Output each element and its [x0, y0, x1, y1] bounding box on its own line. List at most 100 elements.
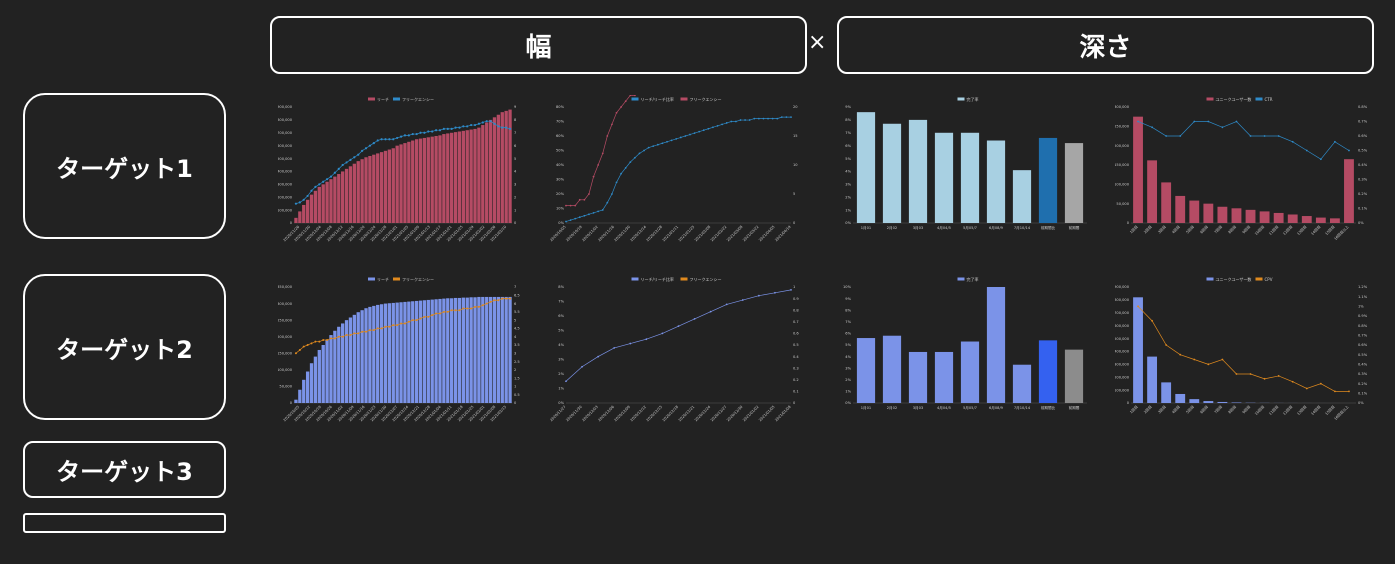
legend-swatch — [368, 97, 375, 101]
x-tick-label: 15回目 — [1324, 224, 1336, 236]
line-point — [615, 181, 618, 184]
bar — [986, 140, 1006, 223]
y2-tick-label: 0.3% — [1358, 178, 1368, 182]
y2-tick-label: 0 — [514, 221, 517, 225]
line-point — [757, 117, 760, 120]
line-point — [1334, 390, 1336, 393]
line-point — [329, 175, 333, 178]
y-tick-label: 9% — [845, 105, 851, 109]
line-point — [702, 129, 705, 132]
bar — [469, 129, 473, 223]
y-tick-label: 0 — [290, 401, 293, 405]
bar — [1175, 195, 1186, 223]
y-tick-label: 300,000 — [1115, 105, 1130, 109]
line-point — [298, 201, 301, 204]
bar — [426, 299, 430, 403]
line-point — [376, 327, 379, 330]
y2-tick-label: 3 — [514, 183, 516, 187]
line-point — [485, 302, 488, 305]
line-point — [1221, 358, 1224, 361]
bar — [485, 296, 489, 403]
y2-tick-label: 0.8% — [1358, 324, 1368, 328]
y-tick-label: 400,000 — [1115, 350, 1130, 354]
line-point — [1165, 344, 1168, 346]
bar — [908, 351, 928, 403]
line-point — [357, 153, 360, 156]
line-point — [709, 310, 712, 313]
line-point — [569, 204, 572, 207]
line-point — [762, 117, 765, 120]
y2-tick-label: 1% — [1358, 305, 1364, 309]
legend-swatch — [631, 277, 639, 281]
y-tick-label: 800,000 — [278, 118, 293, 122]
y2-tick-label: 1 — [793, 285, 795, 289]
y-tick-label: 150,000 — [278, 351, 293, 355]
line-point — [790, 289, 792, 291]
x-tick-label: 5回目 — [1185, 224, 1195, 234]
y-tick-label: 6% — [558, 314, 564, 318]
bar — [496, 114, 501, 223]
bar — [348, 166, 353, 223]
line-point — [392, 138, 395, 141]
y-tick-label: 2% — [558, 372, 564, 376]
y-tick-label: 200,000 — [1115, 375, 1130, 379]
y-tick-label: 600,000 — [1115, 324, 1130, 328]
x-tick-label: 前期間 — [1069, 405, 1080, 410]
x-tick-label: 13回目 — [1296, 404, 1308, 416]
y2-tick-label: 0.2% — [1358, 192, 1368, 196]
chart-svg: 完了率 0% 1% 2% 3% 4% 5% 6% 7% 8% 9% 1月01 2月02 3月03 4月04/… — [845, 96, 1087, 230]
line-point — [565, 380, 567, 383]
y-tick-label: 100,000 — [1115, 388, 1130, 392]
y2-tick-label: 20 — [793, 105, 798, 109]
y-tick-label: 200,000 — [1115, 144, 1130, 148]
bar — [383, 150, 388, 223]
line-point — [1348, 390, 1350, 393]
line-point — [481, 121, 484, 124]
line-point — [633, 156, 636, 159]
bar — [1203, 401, 1214, 403]
bar — [453, 297, 458, 403]
line-point — [578, 198, 581, 201]
y2-tick-label: 0.8% — [1358, 105, 1368, 109]
bar — [430, 299, 434, 403]
y-tick-label: 200,000 — [278, 195, 293, 199]
line-point — [493, 122, 496, 125]
y-tick-label: 250,000 — [1115, 125, 1130, 129]
bar — [1133, 297, 1143, 403]
line-point — [477, 122, 481, 125]
bar — [379, 304, 384, 403]
series-line — [1137, 121, 1350, 160]
y-tick-label: 40% — [556, 163, 565, 167]
line-point — [294, 352, 297, 355]
line-point — [470, 123, 473, 127]
x-tick-label: 5月05/7 — [963, 225, 977, 230]
y-tick-label: 100,000 — [1115, 183, 1130, 187]
line-point — [1263, 377, 1266, 380]
bar — [399, 144, 403, 223]
line-point — [458, 126, 461, 129]
bar — [457, 297, 462, 403]
y-tick-label: 300,000 — [278, 302, 293, 306]
line-point — [466, 125, 469, 128]
line-point — [1263, 135, 1266, 137]
y-tick-label: 1% — [558, 387, 564, 391]
line-point — [684, 135, 687, 137]
y2-tick-label: 4 — [514, 170, 517, 174]
line-point — [419, 317, 422, 320]
y2-tick-label: 0.3% — [1358, 372, 1368, 376]
line-point — [597, 210, 600, 213]
line-point — [318, 340, 321, 343]
line-point — [748, 119, 751, 121]
line-point — [1207, 120, 1210, 123]
y-tick-label: 0% — [845, 401, 851, 405]
y2-tick-label: 0.4 — [793, 355, 799, 359]
x-tick-label: 4回目 — [1171, 224, 1181, 234]
line-point — [337, 335, 340, 338]
line-point — [611, 193, 613, 195]
line-point — [353, 332, 356, 335]
line-point — [485, 120, 488, 123]
line-point — [411, 132, 414, 136]
y-tick-label: 6% — [845, 144, 851, 148]
line-point — [592, 211, 595, 214]
bar — [446, 133, 450, 223]
